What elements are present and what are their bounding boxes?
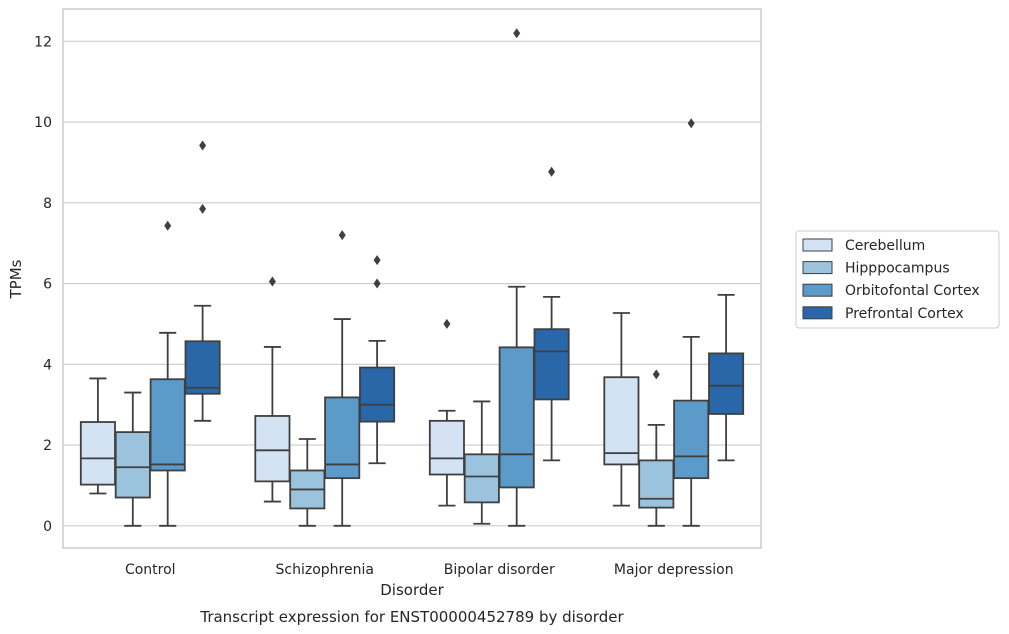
outlier-point (338, 230, 346, 241)
box (79, 377, 116, 495)
legend-item: Hipppocampus (802, 261, 950, 277)
y-tick-label: 8 (43, 196, 52, 212)
box-body (428, 419, 465, 476)
legend-swatch (802, 238, 833, 252)
legend-swatch (802, 283, 833, 297)
box (149, 220, 186, 527)
y-tick-label: 12 (34, 34, 52, 50)
legend-label: Cerebellum (845, 238, 925, 254)
x-tick-label: Control (125, 562, 176, 578)
outlier-point (548, 166, 556, 177)
x-axis-ticks: Control Schizophrenia Bipolar disorder Majo… (125, 562, 734, 578)
outlier-point (268, 276, 276, 287)
legend-swatch (802, 306, 833, 320)
box-body (359, 366, 396, 423)
y-tick-label: 4 (43, 357, 52, 373)
outlier-point (513, 28, 521, 39)
box-body (603, 376, 640, 466)
outlier-point (373, 278, 381, 289)
box (498, 28, 535, 527)
x-tick-label: Major depression (614, 562, 734, 578)
series-prefrontal-cortex (184, 140, 745, 465)
outlier-point (164, 220, 172, 231)
legend-label: Hipppocampus (845, 261, 950, 277)
box-body (79, 421, 116, 486)
legend: Cerebellum Hipppocampus Orbitofontal Corte… (795, 230, 1000, 329)
series-orbitofontal-cortex (149, 28, 710, 527)
box (708, 293, 745, 462)
box (428, 318, 465, 507)
series-cerebellum (79, 276, 640, 507)
box (533, 166, 570, 462)
legend-frame (795, 230, 1000, 329)
box (463, 400, 500, 525)
box-body (708, 352, 745, 415)
y-tick-label: 10 (34, 115, 52, 131)
legend-label: Prefrontal Cortex (845, 306, 964, 322)
box (603, 312, 640, 507)
legend-item: Cerebellum (802, 238, 925, 254)
box (289, 438, 326, 527)
outlier-point (199, 203, 207, 214)
box (254, 276, 291, 503)
y-axis-ticks: 0 2 4 6 8 10 12 (34, 34, 52, 534)
outlier-point (199, 140, 207, 151)
box-body (324, 396, 361, 480)
legend-item: Orbitofontal Cortex (802, 283, 980, 299)
plot-area-frame (62, 8, 762, 549)
box-body (673, 399, 710, 480)
series-hipppocampus (114, 369, 675, 527)
y-tick-label: 2 (43, 438, 52, 454)
box (673, 118, 710, 527)
box-body (254, 415, 291, 483)
legend-swatch (802, 261, 833, 275)
box-body (149, 378, 186, 472)
chart-caption: Transcript expression for ENST0000045278… (199, 608, 624, 626)
box-plot-series (79, 28, 745, 527)
box-body (463, 453, 500, 504)
x-axis-label: Disorder (380, 581, 444, 599)
x-tick-label: Schizophrenia (276, 562, 374, 578)
box-body (533, 328, 570, 401)
outlier-point (687, 118, 695, 129)
outlier-point (373, 255, 381, 266)
box (638, 369, 675, 527)
y-axis-label: TPMs (7, 259, 25, 299)
legend-label: Orbitofontal Cortex (845, 283, 980, 299)
box (359, 255, 396, 465)
box-body (638, 459, 675, 509)
box (184, 140, 221, 422)
y-tick-label: 0 (43, 519, 52, 535)
outlier-point (443, 318, 451, 329)
box-body (498, 346, 535, 489)
legend-item: Prefrontal Cortex (802, 306, 964, 322)
outlier-point (652, 369, 660, 380)
box-body (184, 340, 221, 395)
y-tick-label: 6 (43, 277, 52, 293)
box-body (114, 431, 151, 499)
box (114, 391, 151, 527)
x-tick-label: Bipolar disorder (444, 562, 555, 578)
box (324, 230, 361, 527)
